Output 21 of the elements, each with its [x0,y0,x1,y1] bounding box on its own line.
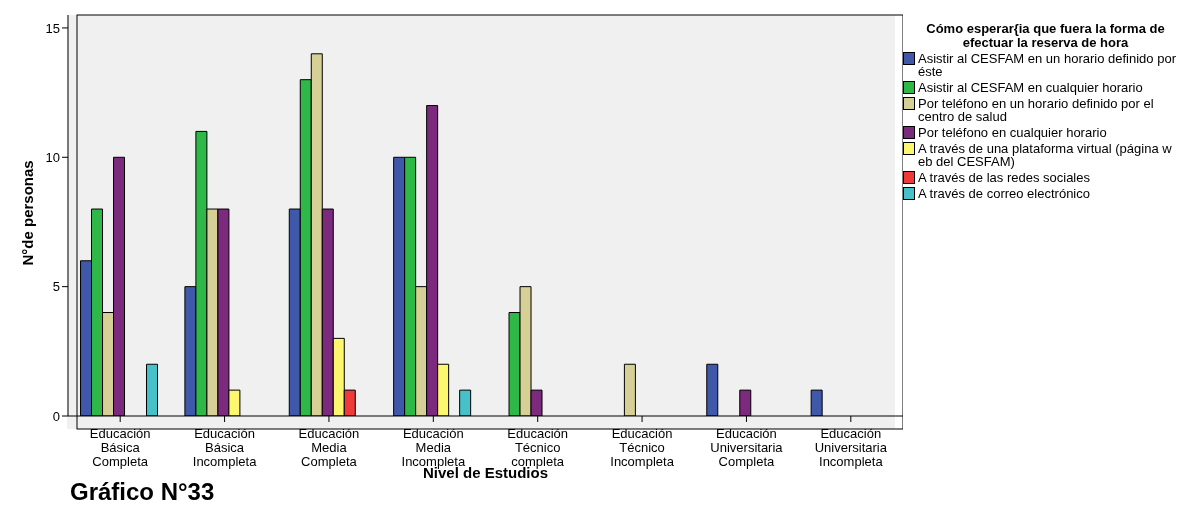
legend-label: A través de correo electrónico [918,186,1090,201]
legend-label: A través de una plataforma virtual (página w eb del CESFAM) [918,141,1173,169]
x-tick-label: Educación Básica Completa [89,426,151,469]
y-axis-title: N°de personas [19,160,37,266]
legend-title: Cómo esperar{ia que fuera la forma de efectuar la reserva de hora [925,21,1166,50]
y-tick-label: 0 [52,408,60,424]
x-tick-label: Educación Universitaria Completa [710,426,784,469]
legend-label: Asistir al CESFAM en cualquier horario [918,80,1143,95]
legend-label: Por teléfono en un horario definido por el centro de salud [918,96,1155,124]
y-tick-label: 15 [45,20,60,36]
legend-label: Asistir al CESFAM en un horario definido por éste [918,51,1177,79]
x-tick-label: Educación Media Completa [298,426,360,469]
x-tick-label: Educación Técnico completa [507,426,569,469]
x-tick-label: Educación Básica Incompleta [192,426,258,469]
y-tick-label: 5 [52,279,60,295]
legend-label: A través de las redes sociales [918,170,1090,185]
text: Gráfico N°33 [70,478,215,506]
x-tick-label: Educación Universitaria Incompleta [814,426,888,469]
x-tick-label: Educación Técnico Incompleta [610,426,675,469]
legend-label: Por teléfono en cualquier horario [918,125,1107,140]
y-tick-label: 10 [45,149,60,165]
